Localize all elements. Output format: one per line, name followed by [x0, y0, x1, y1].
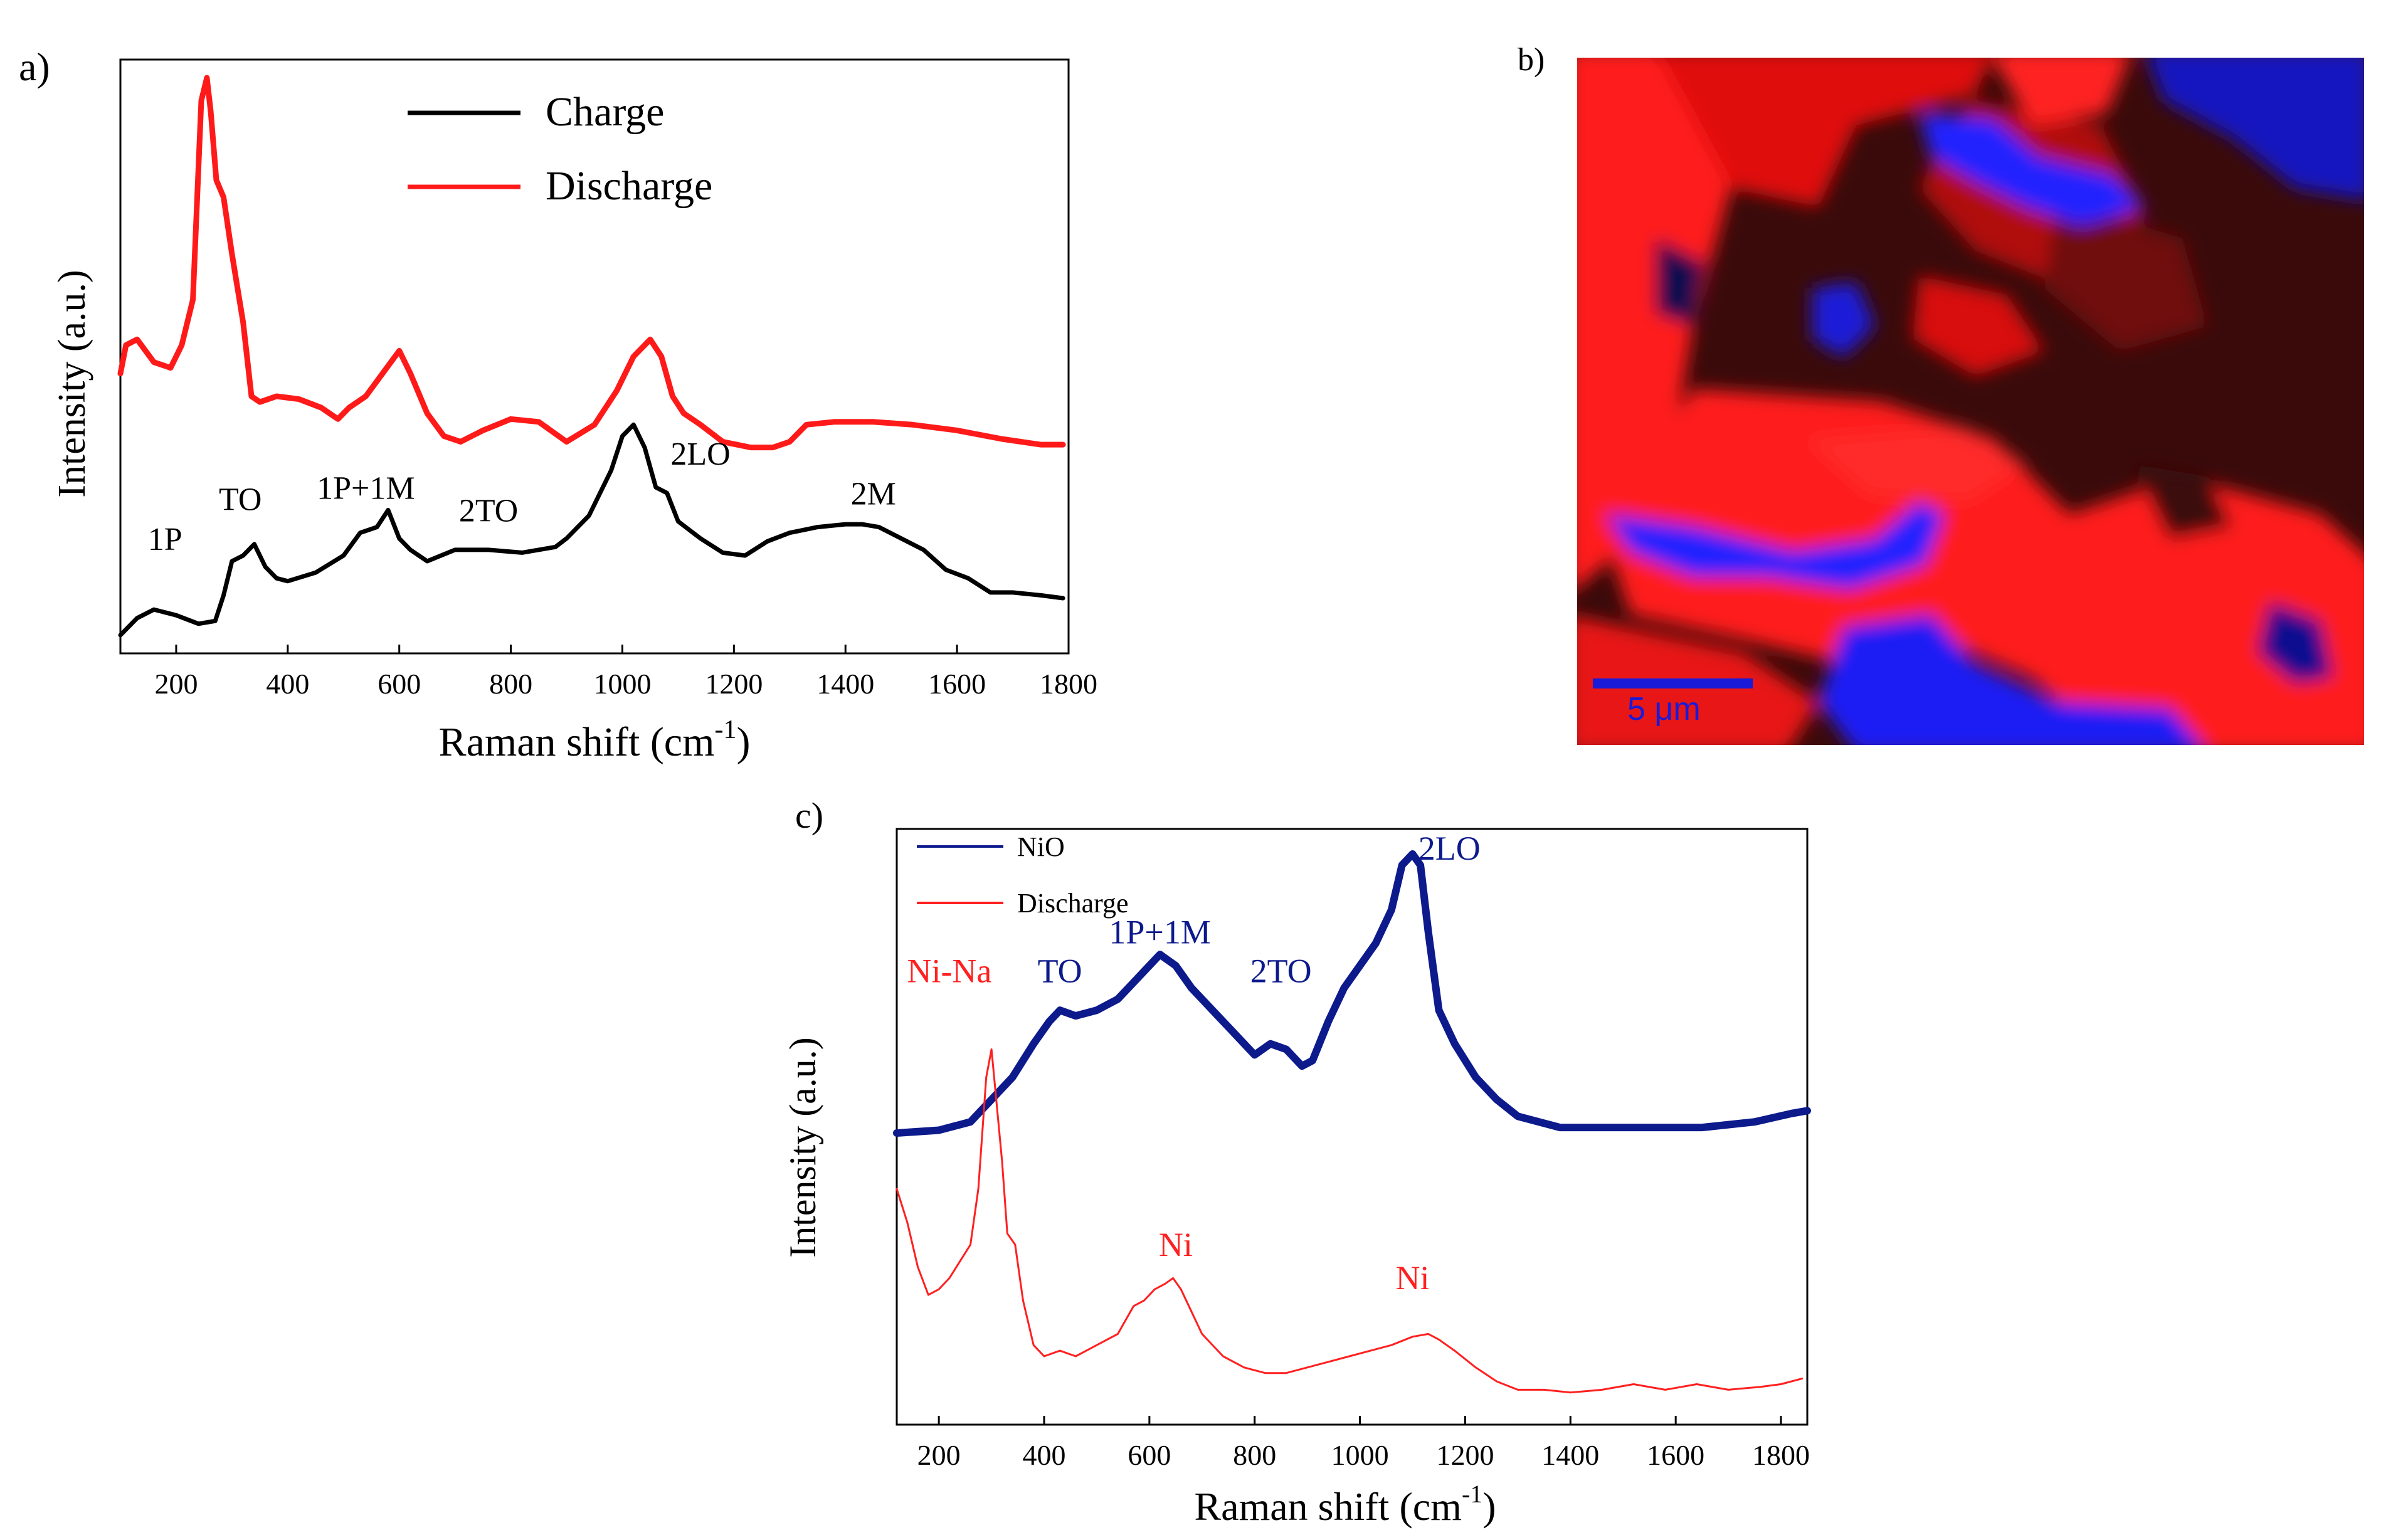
series-line-charge [118, 422, 1065, 638]
panel-a-label: a) [19, 45, 50, 89]
x-tick-label: 1200 [1436, 1439, 1494, 1471]
x-tick-label: 1600 [928, 668, 986, 700]
panel-a-chart: a) 200 400 600 800 1000 1200 1400 1600 1800 1P TO… [19, 45, 1097, 765]
x-tick-label: 1000 [593, 668, 651, 700]
x-tick-label: 1000 [1331, 1439, 1389, 1471]
x-tick-label: 200 [154, 668, 198, 700]
panel-b-label: b) [1518, 42, 1545, 78]
legend-label-nio: NiO [1017, 831, 1065, 862]
x-tick-label: 1400 [816, 668, 874, 700]
panel-c-annotations: Ni-Na TO 1P+1M 2TO 2LO Ni Ni [907, 830, 1480, 1297]
peak-label: 2LO [670, 436, 730, 472]
panel-c-x-ticks: 200 400 600 800 1000 1200 1400 1600 1800 [917, 1416, 1810, 1471]
series-line-nio [893, 850, 1811, 1137]
x-tick-label: 1200 [705, 668, 763, 700]
peak-label: 2TO [1250, 952, 1312, 990]
x-tick-label: 1800 [1040, 668, 1097, 700]
panel-a-plot-frame [119, 58, 1070, 655]
peak-label: 2LO [1418, 830, 1481, 867]
legend-label-charge: Charge [546, 89, 664, 135]
panel-c-y-axis-title: Intensity (a.u.) [782, 1037, 823, 1258]
panel-c-label: c) [795, 795, 823, 836]
panel-c-chart: c) 200 400 600 800 1000 1200 1400 1600 1800 Ni-N… [782, 795, 1811, 1529]
peak-label: 2M [851, 476, 896, 512]
peak-label: Ni-Na [907, 952, 991, 990]
x-tick-label: 800 [489, 668, 532, 700]
panel-a-legend: Charge Discharge [408, 89, 712, 209]
x-tick-label: 600 [378, 668, 421, 700]
legend-label-discharge: Discharge [546, 163, 712, 209]
legend-label-discharge-c: Discharge [1017, 888, 1129, 919]
panel-a-series [117, 75, 1066, 638]
raman-map-image [1577, 58, 2364, 745]
x-tick-label: 400 [266, 668, 309, 700]
panel-c-series [893, 850, 1811, 1394]
panel-a-y-axis-title: Intensity (a.u.) [51, 270, 93, 497]
x-tick-label: 800 [1233, 1439, 1276, 1471]
panel-a-annotations: 1P TO 1P+1M 2TO 2LO 2M [148, 436, 896, 557]
panel-c-x-axis-title: Raman shift (cm-1) [1194, 1480, 1496, 1529]
panel-a-x-axis-title: Raman shift (cm-1) [439, 715, 751, 765]
x-tick-label: 600 [1128, 1439, 1171, 1471]
scale-bar-label: 5 μm [1627, 691, 1701, 727]
panel-b-raman-map: b) [1518, 42, 2364, 745]
peak-label: Ni [1396, 1259, 1430, 1297]
x-tick-label: 400 [1023, 1439, 1066, 1471]
panel-a-x-ticks: 200 400 600 800 1000 1200 1400 1600 1800 [154, 645, 1097, 700]
peak-label: 1P+1M [317, 470, 415, 506]
x-tick-label: 200 [917, 1439, 961, 1471]
panel-c-legend: NiO Discharge [917, 831, 1129, 919]
series-line-discharge [895, 1048, 1804, 1394]
panel-c-plot-frame [895, 828, 1809, 1426]
x-tick-label: 1600 [1647, 1439, 1704, 1471]
peak-label: 1P+1M [1109, 913, 1211, 951]
x-tick-label: 1800 [1752, 1439, 1810, 1471]
peak-label: 1P [148, 522, 182, 557]
peak-label: 2TO [459, 493, 518, 529]
x-tick-label: 1400 [1541, 1439, 1599, 1471]
peak-label: TO [1038, 952, 1082, 990]
peak-label: TO [219, 482, 261, 517]
peak-label: Ni [1159, 1226, 1193, 1263]
series-line-discharge [117, 75, 1066, 451]
